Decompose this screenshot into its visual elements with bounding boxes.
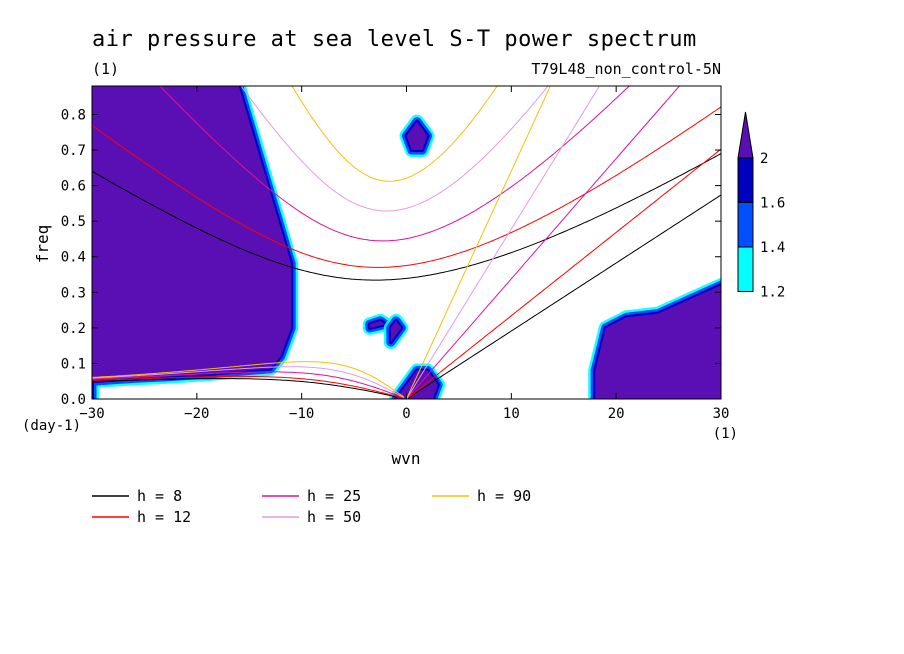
colorbar-extend-arrow [737,111,754,159]
chart-title: air pressure at sea level S-T power spec… [92,27,697,52]
x-axis: −30 −20 −10 0 10 20 30 [79,86,729,422]
colorbar-label: 1.2 [760,285,785,301]
run-label: T79L48_non_control-5N [531,60,721,78]
colorbar-label: 1.6 [760,196,785,212]
region-level-2-west [92,86,292,399]
region-level-2-east [595,285,721,399]
kelvin-curve-h50 [406,86,601,399]
y-axis-label: freq [33,225,52,264]
x-tick-label: −30 [79,406,104,422]
x-tick-label: 0 [402,406,410,422]
legend: h = 8 h = 12 h = 25 h = 50 h = 90 [92,487,531,526]
y-tick-label: 0.2 [61,321,86,337]
kelvin-curve-h12 [406,148,721,399]
rossby-curve-h50 [92,366,405,399]
region-level-2-blob [369,320,386,328]
y-tick-label: 0.4 [61,250,86,266]
kelvin-curve-h8 [406,194,721,399]
gravity-curve-h50 [240,86,549,212]
plot-area [92,86,721,399]
y-tick-label: 0.5 [61,214,86,230]
dispersion-curves [92,86,721,399]
rossby-curve-h90 [92,361,405,398]
gravity-curve-h12 [92,106,721,268]
rossby-curve-h12 [92,375,405,399]
gravity-curve-h8 [92,153,721,281]
x-tick-label: 30 [713,406,730,422]
y-axis-unit: (day-1) [22,418,81,434]
colorbar-label: 1.4 [760,240,785,256]
spectral-power-regions [92,86,721,399]
x-tick-label: 10 [503,406,520,422]
colorbar-segment-1.4 [737,202,754,248]
legend-label-h25: h = 25 [307,487,361,505]
region-level-2-origin [396,370,438,399]
y-tick-label: 0.8 [61,107,86,123]
y-axis: 0.0 0.1 0.2 0.3 0.4 0.5 0.6 0.7 0.8 [61,107,721,408]
region-level-2-blob [406,121,428,150]
rossby-curve-h25 [92,371,405,399]
x-axis-unit: (1) [713,426,738,442]
y-tick-label: 0.1 [61,356,86,372]
x-tick-label: −10 [289,406,314,422]
y-tick-label: 0.7 [61,143,86,159]
unit-label: (1) [92,60,119,78]
legend-label-h90: h = 90 [477,487,531,505]
x-tick-label: 20 [608,406,625,422]
kelvin-curve-h90 [406,86,551,399]
colorbar-segment-1.6 [737,157,754,203]
y-tick-label: 0.6 [61,179,86,195]
kelvin-curve-h25 [406,86,681,399]
rossby-curve-h8 [92,378,404,399]
gravity-curve-h25 [159,86,631,242]
gravity-curve-h90 [291,86,498,182]
x-tick-label: −20 [184,406,209,422]
legend-label-h50: h = 50 [307,508,361,526]
legend-label-h12: h = 12 [137,508,191,526]
colorbar-label: 2 [760,151,768,167]
legend-label-h8: h = 8 [137,487,182,505]
y-tick-label: 0.3 [61,285,86,301]
y-tick-label: 0.0 [61,392,86,408]
x-axis-label: wvn [392,449,421,468]
region-level-2-blob [390,320,402,343]
colorbar: 1.2 1.4 1.6 2 [737,111,785,301]
colorbar-segment-1.2 [737,246,754,292]
